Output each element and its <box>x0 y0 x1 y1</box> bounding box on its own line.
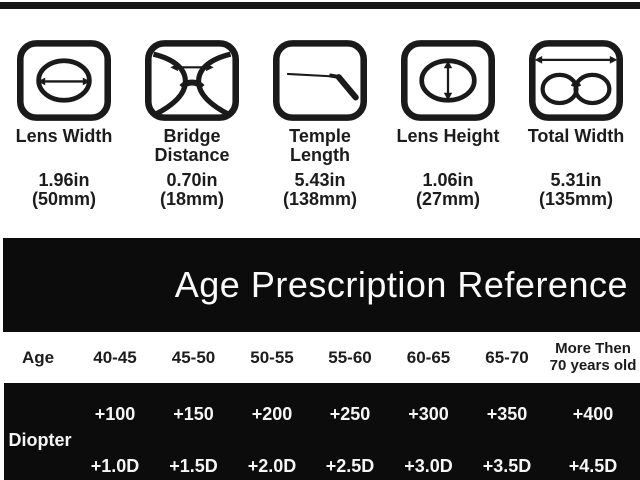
diopter-plus-cell: +150 <box>173 403 214 424</box>
diopter-table: Diopter +100 +150 +200 +250 +300 +350 +4… <box>4 383 640 480</box>
diopter-d-cell: +2.0D <box>247 455 297 476</box>
age-range-cell: 65-70 <box>485 347 529 367</box>
age-range-cell: More Then 70 years old <box>549 339 637 374</box>
diopter-plus-cell: +350 <box>486 403 528 424</box>
measurement-card-lens-width: Lens Width 1.96in (50mm) <box>0 40 128 210</box>
measurement-value: 5.43in (138mm) <box>282 170 358 210</box>
age-range-cell: 55-60 <box>328 347 372 367</box>
measurement-value: 1.06in (27mm) <box>415 170 481 210</box>
measurement-label: Lens Height <box>396 126 500 146</box>
diopter-d-cell: +1.5D <box>169 455 218 476</box>
total-width-icon <box>529 40 623 121</box>
diopter-plus-cell: +300 <box>408 403 449 424</box>
diopter-d-cell: +3.0D <box>404 455 453 476</box>
measurement-value: 0.70in (18mm) <box>159 170 225 210</box>
age-range-cell: 45-50 <box>171 347 216 367</box>
diopter-plus-cell: +250 <box>329 403 371 424</box>
measurement-label: Total Width <box>527 126 625 146</box>
bridge-distance-icon <box>145 40 239 121</box>
diopter-plus-cell: +200 <box>251 403 293 424</box>
measurement-card-bridge-distance: Bridge Distance 0.70in (18mm) <box>128 40 256 210</box>
age-range-cell: 50-55 <box>250 347 294 367</box>
measurement-card-temple-length: Temple Length 5.43in (138mm) <box>256 40 384 210</box>
age-header-row: Age 40-45 45-50 50-55 55-60 60-65 65-70 … <box>0 332 640 383</box>
age-reference-banner: Age Prescription Reference <box>3 238 640 332</box>
diopter-d-cell: +3.5D <box>482 455 532 476</box>
measurement-value: 5.31in (135mm) <box>538 170 614 210</box>
measurement-card-total-width: Total Width 5.31in (135mm) <box>512 40 640 210</box>
measurement-card-lens-height: Lens Height 1.06in (27mm) <box>384 40 512 210</box>
age-range-cell: 40-45 <box>93 347 137 367</box>
age-row-header: Age <box>21 347 55 367</box>
diopter-row-header: Diopter <box>8 429 72 450</box>
diopter-plus-cell: +100 <box>94 403 136 424</box>
lens-height-icon <box>401 40 495 121</box>
measurement-label: Temple Length <box>289 126 351 166</box>
diopter-d-cell: +1.0D <box>90 455 140 476</box>
lens-width-icon <box>17 40 111 121</box>
age-reference-title: Age Prescription Reference <box>174 264 628 305</box>
measurement-section: Lens Width 1.96in (50mm) Bridge Distance… <box>0 40 640 210</box>
measurement-label: Bridge Distance <box>154 126 230 166</box>
age-range-cell: 60-65 <box>406 347 451 367</box>
diopter-d-cell: +4.5D <box>568 455 618 476</box>
measurement-value: 1.96in (50mm) <box>31 170 97 210</box>
diopter-d-cell: +2.5D <box>325 455 375 476</box>
measurement-label: Lens Width <box>15 126 113 146</box>
diopter-plus-cell: +400 <box>572 403 614 424</box>
top-border-bar <box>0 2 640 9</box>
temple-length-icon <box>273 40 367 121</box>
